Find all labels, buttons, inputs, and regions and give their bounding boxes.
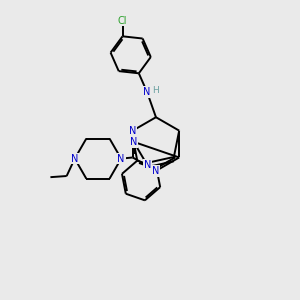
- Text: N: N: [144, 160, 151, 170]
- Text: N: N: [71, 154, 78, 164]
- Text: N: N: [152, 166, 160, 176]
- Text: Cl: Cl: [118, 16, 127, 26]
- Text: N: N: [129, 126, 136, 136]
- Text: N: N: [143, 87, 151, 97]
- Text: N: N: [117, 154, 125, 164]
- Text: N: N: [130, 137, 137, 147]
- Text: H: H: [152, 86, 159, 95]
